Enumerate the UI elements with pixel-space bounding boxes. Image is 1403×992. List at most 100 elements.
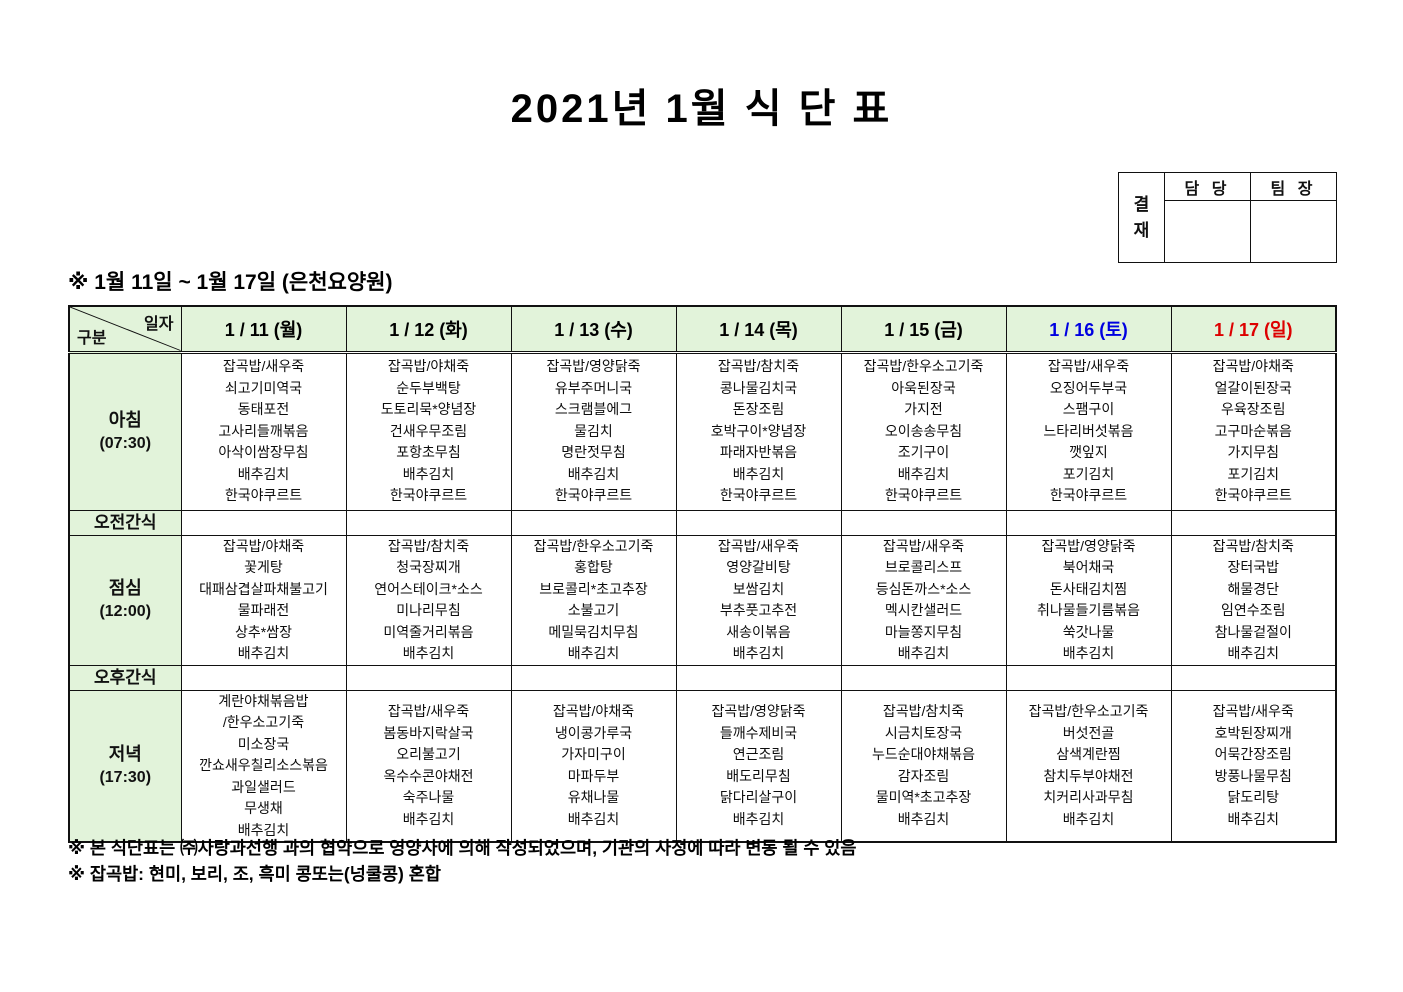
row-am-snack: 오전간식: [68, 509, 1337, 536]
menu-item: 해물경단: [1227, 580, 1280, 597]
corner-label-date: 일자: [144, 316, 174, 333]
menu-item: 스크램블에그: [554, 401, 633, 418]
menu-item: 배추김치: [1227, 645, 1280, 661]
menu-item: 오리불고기: [396, 746, 461, 763]
menu-item: 쇠고기미역국: [224, 379, 303, 396]
menu-item: 한국야쿠르트: [389, 487, 468, 504]
approval-box: 결 재 담 당 팀 장: [1118, 172, 1337, 263]
row-label-text: 오전간식: [93, 512, 157, 532]
menu-item: 잡곡밥/참치죽: [1212, 537, 1294, 554]
menu-item: 유부주머니국: [554, 379, 633, 396]
menu-item: 잡곡밥/야채죽: [1212, 358, 1294, 375]
menu-item: 잡곡밥/한우소고기죽: [533, 537, 654, 554]
menu-item: 닭도리탕: [1227, 789, 1280, 806]
menu-item: 브로콜리스프: [884, 559, 963, 575]
menu-item: 어묵간장조림: [1214, 746, 1292, 763]
menu-cell-dinner-day5: 잡곡밥/참치죽 시금치토장국 누드순대야채볶음 감자조림 물미역*초고추장 배추김치: [840, 689, 1007, 843]
menu-item: 홍합탕: [574, 559, 613, 575]
menu-cell-dinner-day3: 잡곡밥/야채죽 냉이콩가루국 가자미구이 마파두부 유채나물 배추김치: [510, 689, 677, 843]
menu-item: 물미역*초고추장: [875, 789, 972, 806]
menu-item: 등심돈까스*소스: [875, 580, 972, 597]
diagonal-divider: [70, 307, 181, 351]
menu-cell-pm-snack-day2: [345, 664, 512, 691]
menu-cell-breakfast-day1: 잡곡밥/새우죽 쇠고기미역국 동태포전 고사리들깨볶음 아삭이쌈장무침 배추김치 한국야쿠르…: [180, 351, 347, 511]
row-label-text: 점심: [108, 578, 142, 598]
menu-item: 한국야쿠르트: [1214, 487, 1292, 504]
menu-item: 잡곡밥/새우죽: [1212, 703, 1294, 720]
menu-item: 잡곡밥/새우죽: [882, 537, 965, 554]
menu-item: 포항초무침: [396, 444, 461, 461]
menu-cell-am-snack-day6: [1005, 509, 1172, 536]
menu-cell-dinner-day2: 잡곡밥/새우죽 봄동바지락살국 오리불고기 옥수수콘야채전 숙주나물 배추김치: [345, 689, 512, 843]
menu-item: 가지무침: [1227, 444, 1280, 461]
menu-item: 소불고기: [567, 602, 620, 618]
menu-item: 부추풋고추전: [719, 602, 798, 618]
menu-item: 깐쇼새우칠리소스볶음: [199, 757, 328, 773]
menu-item: 닭다리살구이: [719, 789, 798, 806]
menu-item: 새송이볶음: [726, 623, 791, 640]
menu-item: 잡곡밥/한우소고기죽: [863, 358, 984, 375]
menu-item: 배추김치: [402, 645, 455, 661]
menu-cell-lunch-day5: 잡곡밥/새우죽 브로콜리스프 등심돈까스*소스 멕시칸샐러드 마늘쫑지무침 배추김치: [840, 534, 1007, 666]
menu-item: 조기구이: [897, 444, 950, 461]
menu-item: 잡곡밥/영양닭죽: [546, 358, 641, 375]
menu-item: 멕시칸샐러드: [884, 602, 963, 618]
menu-item: 메밀묵김치무침: [548, 623, 639, 640]
menu-item: 느타리버섯볶음: [1043, 422, 1134, 439]
menu-item: 잡곡밥/새우죽: [1047, 358, 1130, 375]
menu-item: 참치두부야채전: [1043, 767, 1134, 784]
menu-item: 한국야쿠르트: [554, 487, 633, 504]
menu-item: 포기김치: [1227, 465, 1280, 482]
day-header-4: 1 / 14 (목): [675, 305, 842, 354]
menu-item: 봄동바지락살국: [383, 724, 474, 741]
table-header-row: 일자 구분 1 / 11 (월) 1 / 12 (화) 1 / 13 (수) 1 / …: [68, 305, 1337, 354]
menu-item: 참나물겉절이: [1214, 623, 1292, 640]
menu-item: 시금치토장국: [884, 724, 963, 741]
row-pm-snack: 오후간식: [68, 664, 1337, 691]
menu-item: /한우소고기죽: [222, 714, 305, 730]
menu-item: 고사리들깨볶음: [218, 422, 309, 439]
menu-item: 물김치: [574, 422, 613, 439]
page-title: 2021년 1월 식 단 표: [510, 87, 893, 131]
menu-item: 버섯전골: [1062, 724, 1115, 741]
menu-item: 배추김치: [567, 465, 620, 482]
menu-item: 계란야채볶음밥: [218, 692, 309, 709]
menu-item: 잡곡밥/참치죽: [387, 537, 470, 554]
menu-item: 옥수수콘야채전: [383, 767, 474, 784]
menu-item: 배추김치: [897, 645, 950, 661]
menu-item: 과일샐러드: [231, 778, 296, 795]
menu-item: 잡곡밥/영양닭죽: [1041, 537, 1136, 554]
menu-item: 보쌈김치: [732, 580, 785, 597]
menu-cell-am-snack-day2: [345, 509, 512, 536]
menu-item: 배추김치: [402, 465, 455, 482]
menu-item: 아삭이쌈장무침: [218, 444, 309, 461]
menu-item: 배추김치: [402, 810, 455, 827]
menu-cell-am-snack-day7: [1170, 509, 1337, 536]
approval-label-char-2: 재: [1133, 220, 1150, 240]
row-label-text: 저녁: [108, 743, 142, 764]
menu-cell-breakfast-day5: 잡곡밥/한우소고기죽 아욱된장국 가지전 오이송송무침 조기구이 배추김치 한국야쿠르트: [840, 351, 1007, 511]
menu-item: 냉이콩가루국: [554, 724, 633, 741]
corner-cell: 일자 구분: [68, 305, 182, 354]
menu-cell-dinner-day1: 계란야채볶음밥/한우소고기죽 미소장국 깐쇼새우칠리소스볶음 과일샐러드 무생채 배추김치: [180, 689, 347, 843]
approval-header-timjang: 팀 장: [1250, 172, 1337, 201]
menu-item: 한국야쿠르트: [1049, 487, 1128, 504]
menu-cell-breakfast-day7: 잡곡밥/야채죽 얼갈이된장국 우육장조림 고구마순볶음 가지무침 포기김치 한국야쿠르트: [1170, 351, 1337, 511]
menu-item: 배추김치: [1227, 810, 1280, 827]
menu-item: 치커리사과무침: [1043, 789, 1134, 806]
menu-item: 배추김치: [897, 810, 950, 827]
menu-item: 무생채: [244, 800, 283, 816]
menu-item: 호박된장찌개: [1214, 724, 1292, 741]
menu-item: 잡곡밥/참치죽: [717, 358, 800, 375]
menu-item: 배추김치: [237, 645, 290, 661]
menu-cell-pm-snack-day4: [675, 664, 842, 691]
menu-item: 배추김치: [732, 810, 785, 827]
menu-cell-pm-snack-day3: [510, 664, 677, 691]
menu-item: 도토리묵*양념장: [380, 401, 477, 418]
menu-item: 꽃게탕: [244, 559, 283, 575]
menu-cell-pm-snack-day7: [1170, 664, 1337, 691]
menu-item: 배도리무침: [726, 767, 791, 784]
menu-cell-am-snack-day3: [510, 509, 677, 536]
menu-cell-am-snack-day5: [840, 509, 1007, 536]
menu-item: 한국야쿠르트: [719, 487, 798, 504]
